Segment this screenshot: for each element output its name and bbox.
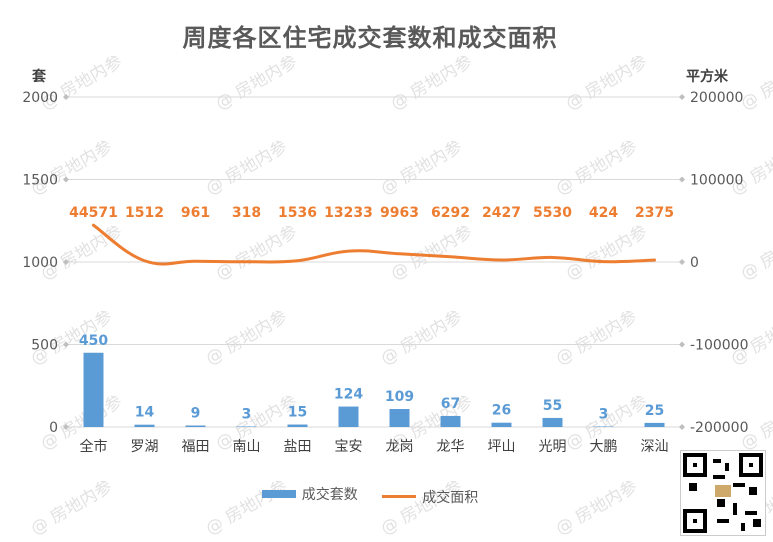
line-data-label: 9963 <box>380 205 419 221</box>
right-axis-tick-marker <box>679 424 685 430</box>
chart-title: 周度各区住宅成交套数和成交面积 <box>182 24 558 52</box>
bar <box>440 415 461 427</box>
right-axis-tick-label: -200000 <box>690 420 749 436</box>
bar-data-label: 109 <box>385 389 414 405</box>
line-data-label: 5530 <box>533 205 572 221</box>
watermark-text: @ 房地内参 <box>28 137 116 200</box>
bar-data-label: 3 <box>242 407 252 423</box>
bar <box>389 409 410 427</box>
left-axis-unit: 套 <box>32 69 46 85</box>
right-axis-tick-marker <box>679 94 685 100</box>
watermark-text: @ 房地内参 <box>738 222 773 285</box>
right-axis-tick-marker <box>679 176 685 183</box>
bar-data-label: 26 <box>492 403 511 419</box>
watermark-text: @ 房地内参 <box>203 137 291 200</box>
watermark-text: @ 房地内参 <box>378 307 466 370</box>
bar-data-label: 67 <box>441 396 460 412</box>
bar <box>644 422 665 427</box>
watermark-text: @ 房地内参 <box>378 137 466 200</box>
category-label: 福田 <box>182 439 210 455</box>
watermark-text: @ 房地内参 <box>563 222 651 285</box>
left-axis-tick-marker <box>63 341 69 348</box>
left-axis-tick-label: 500 <box>31 338 58 354</box>
category-label: 龙岗 <box>386 439 414 455</box>
legend-item-bar: 成交套数 <box>261 484 358 504</box>
area-line <box>92 223 656 266</box>
line-data-label: 424 <box>589 205 618 221</box>
right-axis-tick-marker <box>679 259 685 265</box>
qr-code-icon <box>680 450 766 536</box>
category-label: 光明 <box>539 439 567 455</box>
bar <box>83 352 104 427</box>
line-data-label: 318 <box>232 205 261 221</box>
watermark-text: @ 房地内参 <box>203 307 291 370</box>
bar-data-label: 25 <box>645 403 664 419</box>
legend-bar-label: 成交套数 <box>301 487 358 503</box>
bar-data-label: 14 <box>135 405 155 421</box>
watermark-text: @ 房地内参 <box>563 52 651 115</box>
left-axis-tick-marker <box>63 94 69 100</box>
line-data-label: 961 <box>181 205 210 221</box>
legend-line-swatch <box>382 495 417 498</box>
watermark-text: @ 房地内参 <box>38 222 126 285</box>
category-label: 坪山 <box>488 439 516 455</box>
bar <box>491 422 512 427</box>
left-axis-tick-marker <box>63 176 69 183</box>
line-data-label: 13233 <box>324 205 373 221</box>
bar-data-label: 450 <box>79 333 108 349</box>
watermark-text: @ 房地内参 <box>553 137 641 200</box>
watermark-text: @ 房地内参 <box>728 137 773 200</box>
left-axis-tick-label: 0 <box>49 420 58 436</box>
bar <box>542 417 563 427</box>
watermark-text: @ 房地内参 <box>553 307 641 370</box>
bar-data-label: 55 <box>543 398 562 414</box>
watermark-text: @ 房地内参 <box>388 52 476 115</box>
left-axis-tick-marker <box>63 424 69 430</box>
category-label: 全市 <box>80 438 108 455</box>
legend-bar-swatch <box>261 490 296 498</box>
category-label: 宝安 <box>335 439 363 455</box>
line-data-label: 2375 <box>635 205 674 221</box>
bar-data-label: 15 <box>288 405 307 421</box>
right-axis-tick-label: 200000 <box>690 90 743 106</box>
left-axis-tick-label: 2000 <box>22 90 58 106</box>
left-axis-tick-label: 1000 <box>22 255 58 271</box>
bar-data-label: 9 <box>191 406 201 422</box>
bar <box>134 424 155 427</box>
legend-line-label: 成交面积 <box>422 489 479 506</box>
bar <box>185 425 206 427</box>
bar-data-label: 124 <box>334 387 363 403</box>
category-label: 盐田 <box>284 439 312 455</box>
line-data-label: 1536 <box>278 205 317 221</box>
right-axis-tick-label: 0 <box>690 255 699 271</box>
legend-item-line: 成交面积 <box>382 487 478 507</box>
category-label: 深汕 <box>641 439 669 455</box>
left-axis-tick-marker <box>63 259 69 265</box>
line-data-label: 6292 <box>431 205 470 221</box>
bar <box>338 406 359 427</box>
category-label: 罗湖 <box>131 439 159 455</box>
category-label: 南山 <box>233 439 261 455</box>
watermark-text: @ 房地内参 <box>213 52 301 115</box>
category-label: 龙华 <box>437 439 465 455</box>
line-data-label: 2427 <box>482 205 521 221</box>
line-data-label: 44571 <box>69 205 118 221</box>
category-label: 大鹏 <box>590 439 618 455</box>
right-axis-tick-marker <box>679 341 685 348</box>
right-axis-unit: 平方米 <box>686 69 728 85</box>
line-data-label: 1512 <box>125 205 164 221</box>
right-axis-tick-label: -100000 <box>690 338 749 354</box>
bar <box>287 424 308 427</box>
legend: 成交套数 成交面积 <box>0 484 740 507</box>
right-axis-tick-label: 100000 <box>690 173 743 189</box>
watermark-text: @ 房地内参 <box>213 222 301 285</box>
bar-data-label: 3 <box>599 407 609 423</box>
left-axis-tick-label: 1500 <box>22 173 58 189</box>
